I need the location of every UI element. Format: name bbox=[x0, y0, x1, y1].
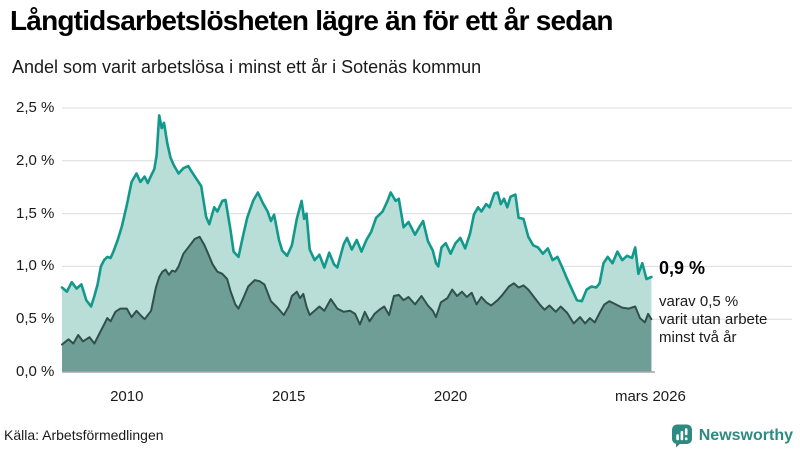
y-tick-label: 0,5 % bbox=[16, 310, 55, 328]
annotation-line-1: varav 0,5 % bbox=[659, 293, 739, 310]
page-subtitle: Andel som varit arbetslösa i minst ett å… bbox=[12, 57, 482, 77]
x-tick-label: 2010 bbox=[110, 388, 144, 405]
y-tick-label: 1,0 % bbox=[16, 257, 55, 275]
y-tick-label: 0,0 % bbox=[16, 363, 55, 380]
series2-annotation: varav 0,5 % varit utan arbete minst två … bbox=[659, 293, 767, 347]
y-tick-label: 2,5 % bbox=[16, 99, 55, 116]
y-tick-label: 1,5 % bbox=[16, 204, 55, 222]
x-tick-label: 2020 bbox=[433, 388, 468, 405]
page-title: Långtidsarbetslösheten lägre än för ett … bbox=[10, 5, 613, 36]
newsworthy-icon bbox=[671, 424, 692, 448]
y-tick-label: 2,0 % bbox=[16, 151, 55, 169]
x-tick-label: mars 2026 bbox=[614, 388, 686, 405]
annotation-line-3: minst två år bbox=[659, 329, 737, 346]
x-tick-label: 2015 bbox=[271, 388, 306, 405]
newsworthy-logo: Newsworthy bbox=[671, 424, 793, 448]
brand-name: Newsworthy bbox=[698, 427, 793, 444]
end-value-label: 0,9 % bbox=[659, 258, 706, 278]
source-label: Källa: Arbetsförmedlingen bbox=[4, 427, 164, 443]
annotation-line-2: varit utan arbete bbox=[659, 311, 768, 328]
